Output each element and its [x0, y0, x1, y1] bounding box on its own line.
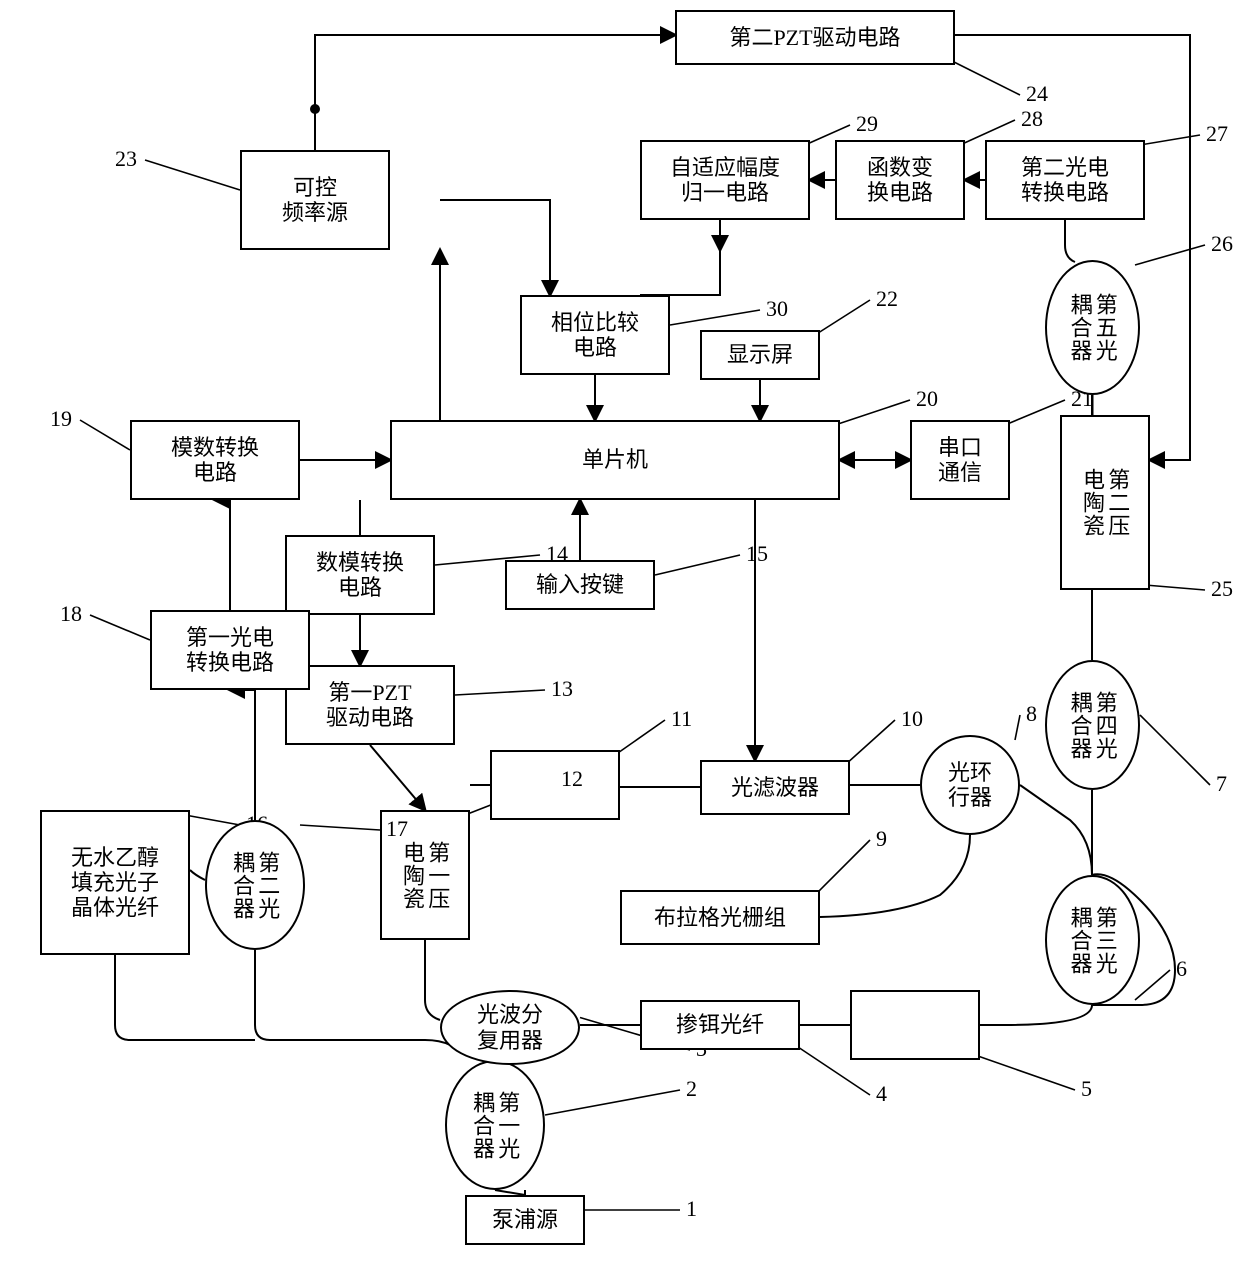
- node-n23: 可控 频率源: [240, 150, 390, 250]
- node-n21: 串口 通信: [910, 420, 1010, 500]
- node-n29: 自适应幅度 归一电路: [640, 140, 810, 220]
- refnum-26: 26: [1211, 231, 1233, 257]
- refnum-8: 8: [1026, 701, 1037, 727]
- refnum-2: 2: [686, 1076, 697, 1102]
- node-n25: 电陶瓷第二压: [1060, 415, 1150, 590]
- node-n27: 第二光电 转换电路: [985, 140, 1145, 220]
- refnum-12: 12: [561, 766, 583, 792]
- refnum-25: 25: [1211, 576, 1233, 602]
- node-n20: 单片机: [390, 420, 840, 500]
- node-n14: 数模转换 电路: [285, 535, 435, 615]
- node-n7: 耦合器第四光: [1045, 660, 1140, 790]
- refnum-7: 7: [1216, 771, 1227, 797]
- node-n3: 光波分 复用器: [440, 990, 580, 1065]
- refnum-19: 19: [50, 406, 72, 432]
- refnum-28: 28: [1021, 106, 1043, 132]
- node-n17: 耦合器第二光: [205, 820, 305, 950]
- node-n18: 第一光电 转换电路: [150, 610, 310, 690]
- refnum-17: 17: [386, 816, 408, 842]
- node-n13: 第一PZT 驱动电路: [285, 665, 455, 745]
- refnum-20: 20: [916, 386, 938, 412]
- node-n24: 第二PZT驱动电路: [675, 10, 955, 65]
- refnum-22: 22: [876, 286, 898, 312]
- node-n11: [490, 750, 620, 820]
- node-n2: 耦合器第一光: [445, 1060, 545, 1190]
- diagram-canvas: 泵浦源1耦合器第一光2光波分 复用器3掺铒光纤45耦合器第三光6耦合器第四光7光…: [0, 0, 1240, 1266]
- node-n9: 布拉格光栅组: [620, 890, 820, 945]
- refnum-6: 6: [1176, 956, 1187, 982]
- node-n15: 输入按键: [505, 560, 655, 610]
- node-n26: 耦合器第五光: [1045, 260, 1140, 395]
- refnum-1: 1: [686, 1196, 697, 1222]
- refnum-27: 27: [1206, 121, 1228, 147]
- refnum-29: 29: [856, 111, 878, 137]
- refnum-11: 11: [671, 706, 692, 732]
- refnum-5: 5: [1081, 1076, 1092, 1102]
- refnum-15: 15: [746, 541, 768, 567]
- node-n10: 光滤波器: [700, 760, 850, 815]
- node-n30: 相位比较 电路: [520, 295, 670, 375]
- node-n28: 函数变 换电路: [835, 140, 965, 220]
- node-n5: [850, 990, 980, 1060]
- node-n16: 无水乙醇 填充光子 晶体光纤: [40, 810, 190, 955]
- node-n8: 光环 行器: [920, 735, 1020, 835]
- node-n22: 显示屏: [700, 330, 820, 380]
- refnum-23: 23: [115, 146, 137, 172]
- refnum-9: 9: [876, 826, 887, 852]
- refnum-4: 4: [876, 1081, 887, 1107]
- refnum-24: 24: [1026, 81, 1048, 107]
- refnum-18: 18: [60, 601, 82, 627]
- refnum-30: 30: [766, 296, 788, 322]
- refnum-13: 13: [551, 676, 573, 702]
- refnum-10: 10: [901, 706, 923, 732]
- node-n1: 泵浦源: [465, 1195, 585, 1245]
- node-n6: 耦合器第三光: [1045, 875, 1140, 1005]
- node-n19: 模数转换 电路: [130, 420, 300, 500]
- node-n4: 掺铒光纤: [640, 1000, 800, 1050]
